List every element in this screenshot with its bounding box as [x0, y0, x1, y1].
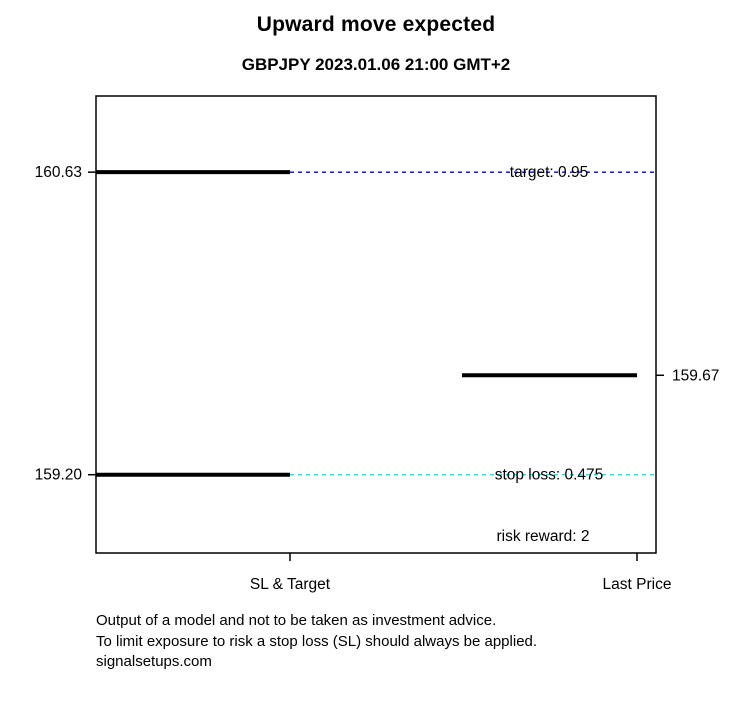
disclaimer-text: Output of a model and not to be taken as…: [96, 611, 537, 673]
plot-border: [95, 95, 657, 554]
target-annotation: target: 0.95: [510, 164, 588, 181]
stop-loss-annotation: stop loss: 0.475: [495, 467, 604, 484]
x-axis-label: Last Price: [603, 576, 672, 593]
disclaimer-line-1: Output of a model and not to be taken as…: [96, 612, 497, 629]
risk-reward-annotation: risk reward: 2: [496, 528, 589, 545]
disclaimer-line-2: To limit exposure to risk a stop loss (S…: [96, 632, 538, 650]
y-axis-left-label: 159.20: [35, 467, 83, 484]
y-axis-right-label: 159.67: [672, 367, 719, 384]
y-axis-left-label: 160.63: [35, 164, 82, 181]
x-axis-label: SL & Target: [250, 576, 331, 593]
website-text: signalsetups.com: [96, 653, 212, 670]
chart-subtitle: GBPJPY 2023.01.06 21:00 GMT+2: [241, 55, 511, 74]
chart-title: Upward move expected: [256, 13, 496, 36]
